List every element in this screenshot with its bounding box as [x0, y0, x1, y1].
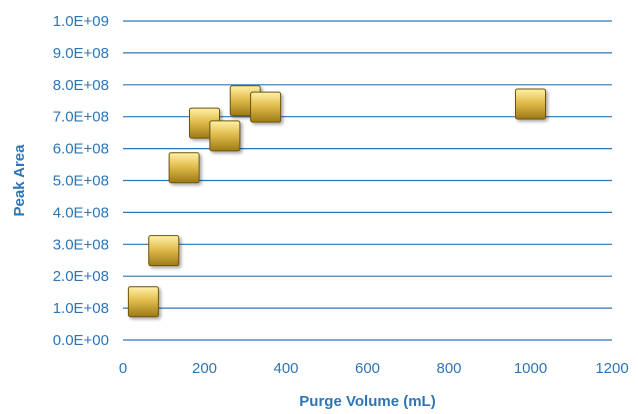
data-points	[127, 85, 546, 318]
y-tick-label: 6.0E+08	[53, 141, 109, 158]
y-tick-label: 2.0E+08	[53, 268, 109, 285]
y-tick-label: 8.0E+08	[53, 77, 109, 94]
x-tick-label: 1000	[514, 360, 547, 377]
data-point-marker	[515, 88, 546, 120]
data-point-marker	[209, 120, 241, 152]
y-axis-title: Peak Area	[11, 144, 28, 217]
data-point-marker	[250, 91, 282, 123]
data-point-marker	[168, 152, 200, 184]
x-tick-label: 600	[355, 360, 380, 377]
y-tick-label: 1.0E+09	[53, 13, 109, 30]
y-tick-label: 4.0E+08	[53, 204, 109, 221]
gridlines	[123, 20, 612, 341]
data-point-marker	[127, 286, 159, 318]
y-tick-label: 7.0E+08	[53, 109, 109, 126]
x-axis-ticks: 0 200 400 600 800 1000 1200	[119, 360, 629, 377]
data-point-marker	[148, 235, 180, 267]
y-tick-label: 3.0E+08	[53, 236, 109, 253]
x-tick-label: 400	[273, 360, 298, 377]
y-axis-ticks: 0.0E+00 1.0E+08 2.0E+08 3.0E+08 4.0E+08 5.0E+…	[53, 13, 109, 349]
x-tick-label: 1200	[595, 360, 628, 377]
x-tick-label: 0	[119, 360, 127, 377]
y-tick-label: 5.0E+08	[53, 173, 109, 190]
x-tick-label: 200	[192, 360, 217, 377]
y-tick-label: 1.0E+08	[53, 300, 109, 317]
x-axis-title: Purge Volume (mL)	[299, 393, 435, 410]
x-tick-label: 800	[436, 360, 461, 377]
y-tick-label: 9.0E+08	[53, 45, 109, 62]
y-tick-label: 0.0E+00	[53, 332, 109, 349]
